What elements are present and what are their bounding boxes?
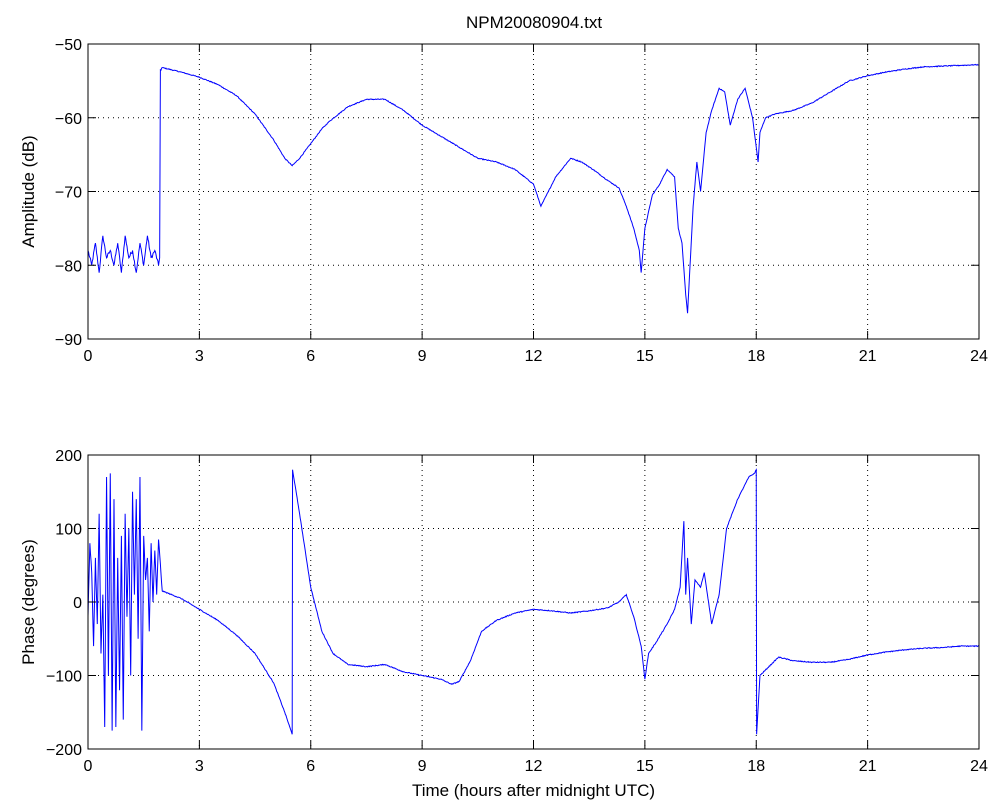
amplitude-x-tick-label: 18	[747, 348, 765, 365]
amplitude-y-tick-label: −80	[55, 258, 82, 275]
amplitude-series-line	[87, 63, 980, 314]
phase-x-tick-label: 24	[970, 758, 988, 775]
amplitude-y-tick-label: −90	[55, 332, 82, 349]
phase-x-tick-label: 9	[418, 758, 427, 775]
amplitude-x-tick-label: 24	[970, 348, 988, 365]
amplitude-x-tick-label: 0	[84, 348, 93, 365]
phase-trace-group	[87, 468, 980, 735]
chart-title: NPM20080904.txt	[466, 13, 602, 32]
phase-x-tick-label: 0	[84, 758, 93, 775]
phase-series-line	[87, 468, 980, 735]
phase-y-tick-label: 0	[73, 595, 82, 612]
amplitude-ticks: 0 3 6 9 12 15 18 21 24 −90 −80 −70 −60 −50	[55, 37, 988, 365]
amplitude-x-tick-label: 21	[859, 348, 877, 365]
phase-plot: 0 3 6 9 12 15 18 21 24 −200 −100 0 100 200 Phase (deg…	[19, 448, 988, 800]
amplitude-grid	[88, 44, 979, 339]
phase-y-tick-label: −200	[46, 742, 82, 759]
phase-x-tick-label: 12	[525, 758, 543, 775]
phase-grid	[88, 455, 979, 749]
phase-y-tick-label: 200	[55, 448, 82, 465]
amplitude-x-tick-label: 9	[418, 348, 427, 365]
phase-x-tick-label: 18	[747, 758, 765, 775]
amplitude-y-tick-label: −60	[55, 111, 82, 128]
amplitude-x-tick-label: 3	[195, 348, 204, 365]
amplitude-trace-group	[87, 63, 980, 314]
phase-y-tick-label: 100	[55, 522, 82, 539]
phase-y-axis-label: Phase (degrees)	[19, 539, 38, 665]
phase-x-tick-label: 3	[195, 758, 204, 775]
amplitude-x-tick-label: 15	[636, 348, 654, 365]
phase-x-tick-label: 6	[306, 758, 315, 775]
amplitude-plot: 0 3 6 9 12 15 18 21 24 −90 −80 −70 −60 −50 Amplitude …	[19, 37, 988, 365]
phase-ticks: 0 3 6 9 12 15 18 21 24 −200 −100 0 100 200	[46, 448, 988, 775]
phase-y-tick-label: −100	[46, 669, 82, 686]
phase-x-tick-label: 15	[636, 758, 654, 775]
amplitude-y-tick-label: −70	[55, 185, 82, 202]
amplitude-x-tick-label: 6	[306, 348, 315, 365]
phase-x-tick-label: 21	[859, 758, 877, 775]
amplitude-x-tick-label: 12	[525, 348, 543, 365]
amplitude-y-axis-label: Amplitude (dB)	[19, 135, 38, 247]
amplitude-y-tick-label: −50	[55, 37, 82, 54]
phase-x-axis-label: Time (hours after midnight UTC)	[412, 781, 655, 800]
